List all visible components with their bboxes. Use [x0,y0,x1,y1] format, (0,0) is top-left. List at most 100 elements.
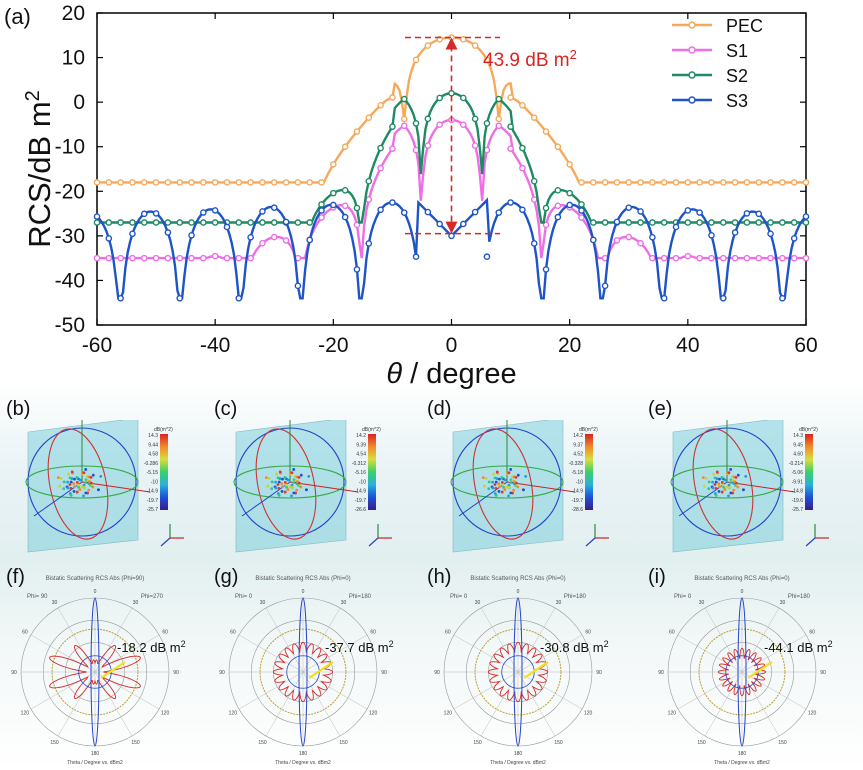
rcs-lobe-dot [713,483,717,486]
polar-angle-label: 0 [741,589,744,595]
rcs-lobe-dot [288,485,292,489]
rcs-lobe-dot [297,475,301,479]
point-s3 [731,229,739,236]
point-pec [460,36,467,43]
polar-spoke [741,671,780,737]
polar-spoke [265,671,304,737]
polar-title: Bistatic Scattering RCS Abs (Phi=90) [46,576,145,582]
point-pec [424,42,432,49]
rcs-lobe-dot [723,478,727,482]
rcs-lobe-dot [280,490,284,493]
rcs-lobe-dot [70,470,74,474]
point-pec [566,161,573,168]
point-s3 [164,229,172,236]
rcs-lobe-dot [522,488,525,492]
rcs-lobe-dot [723,488,727,491]
point-pec [590,179,597,186]
rcs-lobe-dot [62,480,66,484]
point-s2 [625,219,633,226]
rcs-lobe-dot [73,477,76,481]
polar-pattern-red [272,641,334,703]
point-s3 [353,266,361,273]
polar-angle-label: 60 [809,630,815,636]
point-s1 [743,254,751,262]
point-s3 [767,230,774,238]
point-s1 [530,196,538,203]
polar-panel-i: Bistatic Scattering RCS Abs (Phi=0) Phi= … [658,576,832,766]
point-s1 [613,237,621,244]
point-pec [519,101,526,109]
rcs-lobe-dot [277,480,281,484]
colorbar-tick: 4.60 [793,452,803,458]
colorbar-tick: -0.312 [352,461,366,467]
polar-spoke [30,671,96,710]
point-s3 [554,213,562,221]
rcs-lobe-dot [292,491,296,495]
polar-pattern-blue [298,597,308,747]
point-pec [341,143,349,151]
point-s3 [483,253,491,261]
polar-value-label: -18.2 dB m2 [117,639,186,655]
point-s1 [495,122,503,130]
rcs-lobe-dot [497,482,501,486]
rcs-line-chart: -60 -40 -20 0 20 40 60 20 10 0 -10 -20 -30 -40 -50 θ / … [22,2,818,390]
rcs-lobe-dot [292,468,296,471]
point-s1 [129,254,136,262]
polar-pattern-blue [737,597,747,747]
point-pec [708,179,715,186]
x-axis-label: θ / degree [386,358,516,390]
point-s1 [483,146,491,154]
rcs-lobe-dot [492,472,495,476]
annotation-marker [308,661,334,679]
point-s1 [672,254,680,262]
point-pec [731,179,739,186]
point-s1 [259,239,266,247]
rcs-lobe-dot [66,480,69,484]
point-s1 [779,254,786,262]
rcs-lobe-dot [277,487,281,490]
point-s2 [200,219,207,226]
polar-angle-label: 30 [52,600,58,606]
point-s3 [412,253,420,261]
rcs-lobe-dot [283,476,287,479]
point-pec [400,115,408,123]
rcs-lobe-dot [493,476,497,480]
polar-spoke [741,607,780,673]
point-s3 [365,240,373,247]
rcs-lobe-dot [77,485,80,489]
rcs-lobe-dot [736,485,740,489]
rcs-lobe-dot [509,468,513,471]
rcs-lobe-dot [80,485,84,489]
colorbar-tick: -14.9 [147,489,159,495]
panel-label-b: (b) [6,398,31,420]
y-tick-label: 20 [62,2,85,25]
rcs-lobe-dot [66,486,70,490]
polar-spoke [517,671,556,737]
colorbar-tick: 14.2 [573,433,583,439]
polar-pattern-red [487,641,549,703]
polar-row: Bistatic Scattering RCS Abs (Phi=90) Phi=… [11,576,832,766]
point-s2 [341,187,349,194]
phi-right-label: Phi=180 [349,594,372,600]
rcs-lobe-dot [729,481,733,485]
polar-angle-label: 180 [299,751,308,757]
point-pec [507,94,514,101]
point-s3 [306,236,314,244]
rcs-lobe-dot [735,481,738,485]
rcs-lobe-dot [494,480,498,484]
rcs-lobe-dot [500,490,504,494]
rcs-lobe-dot [718,477,721,481]
rcs-lobe-dot [516,473,520,477]
point-s1 [471,142,479,149]
phi-right-label: Phi=180 [788,594,811,600]
polar-angle-label: 120 [808,711,817,717]
rcs-lobe-dot [283,490,287,494]
point-s1 [412,146,420,154]
point-s3 [129,230,136,238]
polar-angle-label: 150 [339,740,348,746]
rcs-lobe-dot [75,476,79,479]
point-pec [377,101,384,109]
rcs-lobe-dot [270,487,274,491]
rcs-lobe-dot [507,483,511,487]
colorbar-tick: -19.6 [792,498,804,504]
